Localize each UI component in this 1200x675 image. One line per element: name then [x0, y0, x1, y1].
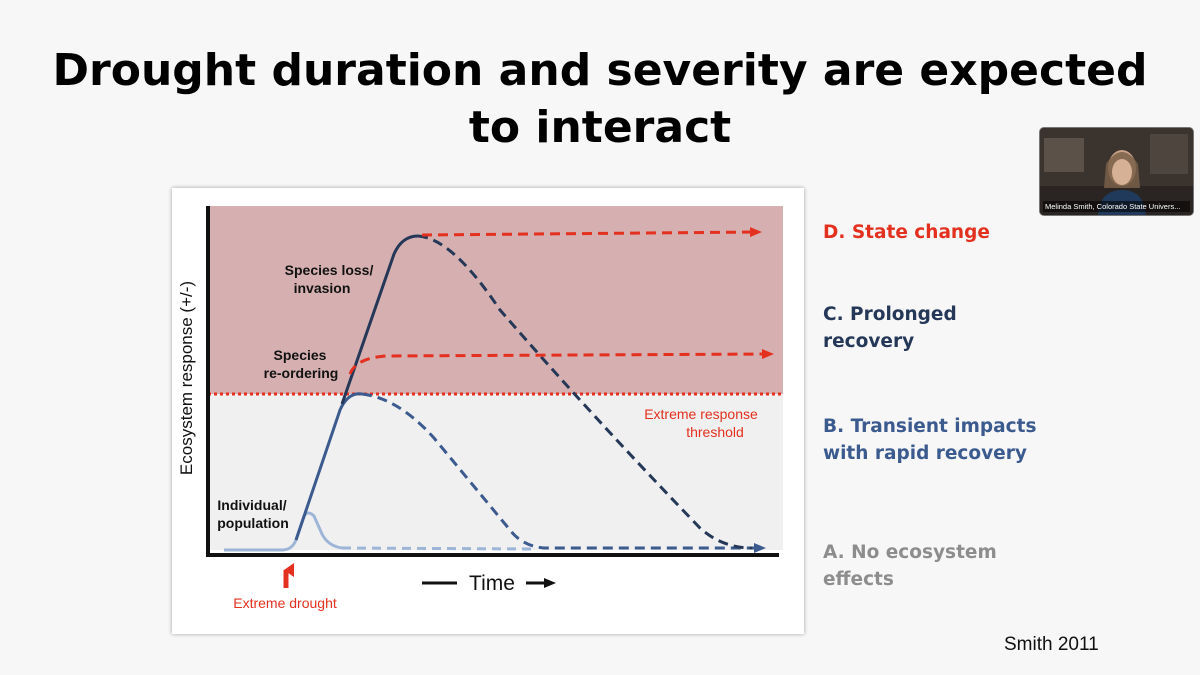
figure-panel: Ecosystem response (+/-) Time Extreme dr… [172, 188, 804, 634]
extreme-response-zone [208, 206, 783, 394]
participant-video-tile[interactable]: Melinda Smith, Colorado State Univers... [1039, 127, 1194, 216]
curve-b-rise [294, 392, 363, 541]
legend-transient-impacts-line-1: B. Transient impacts [823, 416, 1037, 437]
species-loss-label-line-2: invasion [294, 280, 351, 296]
legend-state-change: D. State change [823, 219, 990, 246]
individual-label-line-1: Individual/ [217, 497, 286, 513]
legend-prolonged-recovery-line-2: recovery [823, 331, 915, 352]
species-loss-label-line-1: Species loss/ [285, 262, 374, 278]
slide-title-line-2: to interact [468, 102, 732, 153]
curve-c-recovery [417, 234, 753, 550]
curve-d-reordering-state [348, 349, 774, 375]
legend-no-effects-line-1: A. No ecosystem [823, 542, 997, 563]
citation: Smith 2011 [1004, 634, 1099, 655]
normal-response-zone [208, 394, 783, 550]
participant-video-frame [1040, 128, 1193, 215]
slide-title: Drought duration and severity are expect… [0, 42, 1200, 156]
legend-transient-impacts: B. Transient impacts with rapid recovery [823, 413, 1036, 467]
legend-prolonged-recovery: C. Prolonged recovery [823, 301, 957, 355]
curve-a-recovery [341, 546, 533, 551]
participant-name: Melinda Smith, Colorado State Univers... [1043, 201, 1190, 212]
drought-response-diagram: Ecosystem response (+/-) Time Extreme dr… [177, 206, 783, 611]
x-axis-label: Time [469, 572, 515, 595]
species-reordering-label-line-2: re-ordering [264, 365, 339, 381]
y-axis-label: Ecosystem response (+/-) [177, 281, 196, 475]
species-reordering-label-line-1: Species [274, 347, 327, 363]
legend-state-change-line-1: D. State change [823, 222, 990, 243]
curve-d-state-change [421, 227, 762, 238]
curve-c-rise [340, 234, 419, 405]
curve-a-response [224, 511, 343, 552]
extreme-drought-label: Extreme drought [233, 595, 337, 611]
curve-b-recovery [361, 392, 766, 553]
slide-title-line-1: Drought duration and severity are expect… [52, 45, 1148, 96]
threshold-label-line-2: threshold [686, 424, 744, 440]
threshold-label-line-1: Extreme response [644, 406, 758, 422]
legend-prolonged-recovery-line-1: C. Prolonged [823, 304, 957, 325]
individual-label-line-2: population [217, 515, 289, 531]
legend-no-effects: A. No ecosystem effects [823, 539, 997, 593]
legend-no-effects-line-2: effects [823, 569, 894, 590]
legend-transient-impacts-line-2: with rapid recovery [823, 443, 1027, 464]
